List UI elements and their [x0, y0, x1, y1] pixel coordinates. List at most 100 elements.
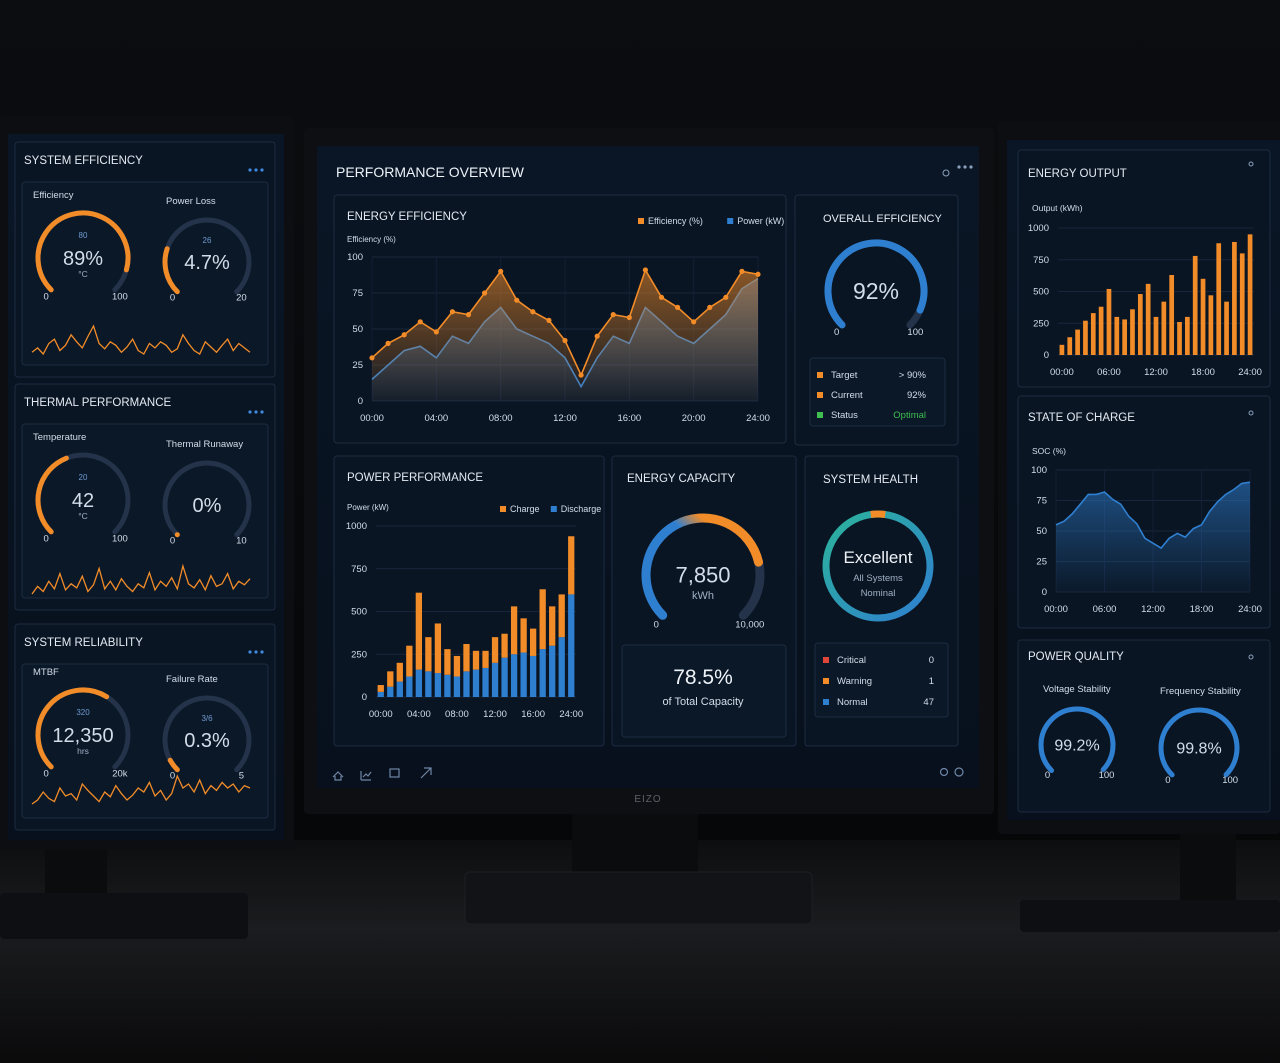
- point: [433, 329, 439, 335]
- gauge-value-label: 99.8%: [1176, 741, 1221, 758]
- expand-icon[interactable]: [420, 767, 432, 779]
- point: [369, 355, 375, 361]
- bar-segment: [406, 645, 413, 677]
- gauge-unit: kWh: [692, 590, 714, 602]
- bar: [1090, 313, 1096, 355]
- gauge-value-label: 0%: [193, 495, 222, 517]
- capacity-percent: 78.5%: [673, 666, 733, 689]
- y-tick-label: 75: [352, 288, 363, 299]
- point: [755, 271, 761, 277]
- gauge-value-label: 12,350: [52, 725, 113, 747]
- menu-dot[interactable]: [254, 168, 258, 172]
- settings-icon[interactable]: [942, 169, 950, 177]
- gauge-label: Frequency Stability: [1160, 686, 1241, 697]
- area: [1056, 482, 1250, 592]
- bar: [1067, 337, 1073, 355]
- bar: [1200, 278, 1206, 355]
- y-tick-label: 250: [1033, 318, 1049, 329]
- bar-segment: [396, 681, 403, 697]
- settings-icon[interactable]: [939, 767, 949, 777]
- bar-segment: [530, 655, 537, 697]
- bar-segment: [387, 671, 394, 687]
- bar-segment: [510, 654, 518, 697]
- menu-dot[interactable]: [248, 410, 252, 414]
- legend-swatch: [500, 506, 506, 512]
- monitor-icon[interactable]: [389, 768, 400, 778]
- gauge-min: 0: [43, 768, 48, 779]
- bar-segment: [415, 592, 422, 670]
- row-label: Critical: [837, 655, 866, 666]
- menu-dot[interactable]: [248, 168, 252, 172]
- bar-segment: [491, 637, 499, 663]
- x-tick-label: 20:00: [682, 413, 706, 424]
- bar: [1130, 309, 1135, 355]
- gauge-track: [162, 460, 252, 538]
- panel-title: POWER QUALITY: [1028, 651, 1124, 663]
- home-icon[interactable]: [332, 771, 344, 781]
- menu-dot[interactable]: [969, 165, 973, 169]
- panel-icon[interactable]: [1248, 654, 1254, 660]
- x-tick-label: 24:00: [1238, 367, 1262, 378]
- menu-dot[interactable]: [957, 165, 961, 169]
- clock-icon[interactable]: [954, 767, 964, 777]
- bar-segment: [568, 536, 575, 595]
- gauge-min: 0: [654, 619, 659, 630]
- menu-dot[interactable]: [260, 168, 264, 172]
- gauge-top-label: 80: [79, 231, 88, 240]
- gauge-value: [35, 687, 110, 770]
- menu-dot[interactable]: [248, 650, 252, 654]
- bar-segment: [520, 618, 527, 653]
- panel-icon[interactable]: [1248, 410, 1254, 416]
- row-label: Target: [831, 370, 858, 381]
- x-tick-label: 04:00: [424, 413, 448, 424]
- bar-segment: [387, 686, 394, 697]
- gauge-label: Voltage Stability: [1043, 684, 1111, 695]
- menu-dot[interactable]: [254, 650, 258, 654]
- bar: [1153, 316, 1159, 355]
- gauge-label: Failure Rate: [166, 674, 218, 685]
- bar: [1083, 320, 1088, 355]
- row-marker: [817, 372, 823, 378]
- point: [691, 319, 697, 325]
- bar: [1185, 316, 1190, 355]
- gauge-max: 20k: [112, 768, 128, 779]
- point: [417, 319, 423, 325]
- bar-segment: [463, 671, 470, 697]
- menu-dot[interactable]: [260, 650, 264, 654]
- menu-dot[interactable]: [963, 165, 967, 169]
- bar-segment: [549, 606, 556, 646]
- panel-title: SYSTEM RELIABILITY: [24, 637, 143, 649]
- sparkline: [31, 774, 251, 805]
- x-tick-label: 18:00: [1190, 604, 1214, 615]
- bar-segment: [568, 594, 575, 697]
- point: [546, 317, 552, 323]
- chart-icon[interactable]: [360, 771, 372, 781]
- menu-dot[interactable]: [254, 410, 258, 414]
- bar-segment: [530, 628, 537, 656]
- health-subtitle: Nominal: [861, 588, 896, 599]
- y-tick-label: 75: [1036, 496, 1047, 507]
- menu-dot[interactable]: [260, 410, 264, 414]
- gauge-value: [1038, 706, 1116, 773]
- gauge-value-label: 89%: [63, 248, 103, 270]
- point: [642, 267, 649, 273]
- bar: [1169, 274, 1175, 355]
- gauge-value-label: 99.2%: [1054, 738, 1099, 755]
- gauge-top-label: 26: [203, 236, 212, 245]
- gauge-max: 10,000: [735, 619, 764, 630]
- y-tick-label: 0: [1044, 350, 1049, 361]
- panel-title: OVERALL EFFICIENCY: [823, 213, 942, 225]
- panel-icon[interactable]: [1248, 161, 1254, 167]
- point: [481, 290, 488, 296]
- brand-logo: EIZO: [634, 794, 661, 805]
- stand-neck: [1180, 826, 1236, 906]
- footer-icons: [332, 767, 964, 781]
- axis-title: SOC (%): [1032, 446, 1066, 456]
- gauge-min: 0: [170, 771, 175, 782]
- panel-title: STATE OF CHARGE: [1028, 412, 1135, 424]
- gauge-max: 100: [1222, 775, 1238, 786]
- row-value: Optimal: [893, 410, 926, 421]
- x-tick-label: 24:00: [746, 413, 770, 424]
- row-marker: [823, 699, 829, 705]
